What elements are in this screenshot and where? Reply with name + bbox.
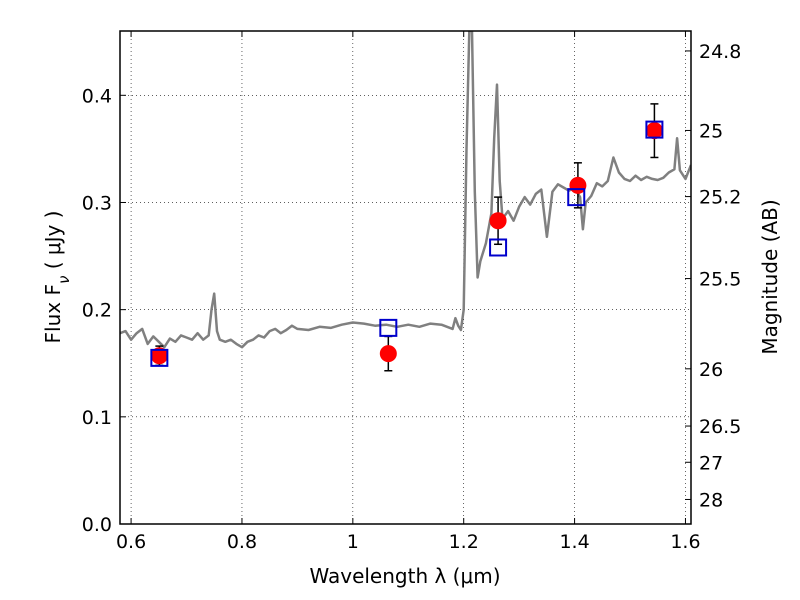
right-y-tick-label: 26.5 [699, 416, 741, 438]
right-y-tick-label: 28 [699, 489, 723, 511]
model-photometry-point [567, 188, 586, 207]
observed-point [645, 122, 663, 140]
right-y-tick-label: 25 [699, 120, 723, 142]
y-axis-label-subscript: ν [55, 276, 73, 284]
x-tick-label: 0.6 [116, 531, 146, 553]
x-tick-label: 1.4 [559, 531, 589, 553]
x-tick-label: 1.6 [670, 531, 700, 553]
spectrum-line [120, 31, 691, 349]
y-tick-label: 0.0 [82, 514, 112, 536]
plot-frame [119, 30, 692, 525]
right-y-tick-label: 25.5 [699, 269, 741, 291]
plot-area [120, 31, 691, 372]
right-y-tick-label: 26 [699, 359, 723, 381]
model-photometry-point [379, 318, 398, 337]
y-axis-label: Flux Fν ( μJy ) [41, 211, 73, 344]
observed-point [379, 345, 397, 363]
x-tick-label: 0.8 [227, 531, 257, 553]
y-axis-label-main: Flux F [41, 284, 65, 343]
y-tick-label: 0.1 [82, 407, 112, 429]
observed-point [489, 212, 507, 230]
x-tick-label: 1.2 [449, 531, 479, 553]
tick-labels: 0.6 0.8 1 1.2 1.4 1.6 0.0 0.1 0.2 0.3 0.4 24.8 25 25.… [82, 41, 742, 553]
right-y-tick-label: 27 [699, 452, 723, 474]
y-tick-label: 0.4 [82, 85, 112, 107]
right-y-axis-label: Magnitude (AB) [758, 199, 782, 354]
x-axis-label: Wavelength λ (μm) [309, 564, 500, 588]
x-tick-label: 1 [347, 531, 359, 553]
y-axis-label-unit: ( μJy ) [41, 211, 65, 276]
model-photometry-point [645, 120, 664, 139]
y-tick-label: 0.3 [82, 192, 112, 214]
model-photometry-point [150, 348, 169, 367]
right-y-tick-label: 24.8 [699, 41, 741, 63]
axis-ticks [120, 31, 691, 525]
y-tick-label: 0.2 [82, 300, 112, 322]
model-photometry-point [489, 238, 508, 257]
right-y-tick-label: 25.2 [699, 187, 741, 209]
